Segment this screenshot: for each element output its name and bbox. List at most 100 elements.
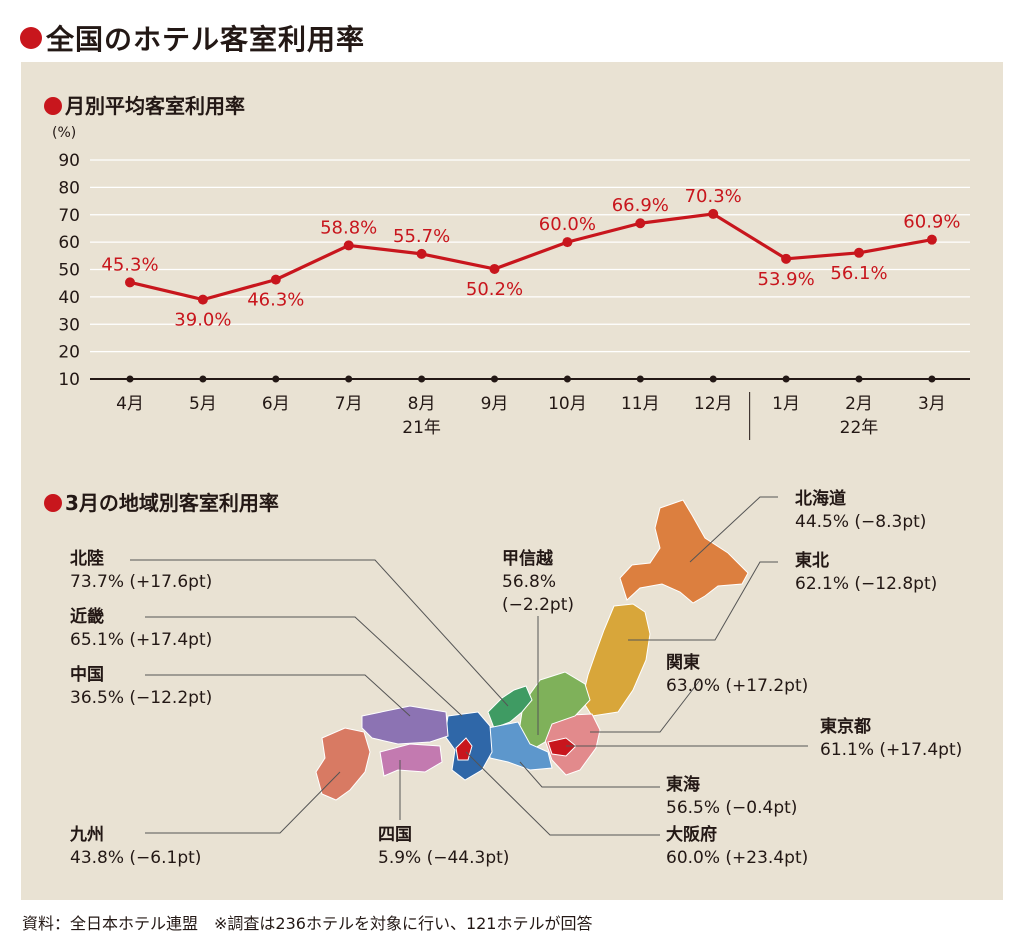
region-shape-tohoku — [581, 603, 651, 717]
region-name: 東海 — [666, 775, 700, 795]
region-label-chugoku: 中国 36.5% (−12.2pt) — [70, 664, 212, 710]
region-value-line: 62.1% (−12.8pt) — [795, 573, 937, 596]
data-point — [926, 234, 937, 245]
region-change: (−6.1pt) — [129, 848, 202, 868]
region-label-koshinetsu: 甲信越 56.8% (−2.2pt) — [502, 548, 574, 617]
region-shape-shikoku — [379, 743, 443, 777]
region-change: (+17.6pt) — [129, 572, 213, 592]
region-change: (−12.8pt) — [854, 574, 938, 594]
region-label-shikoku: 四国 5.9% (−44.3pt) — [378, 824, 509, 870]
region-change: (+23.4pt) — [725, 848, 809, 868]
x-tick-label: 9月 — [481, 394, 509, 414]
y-unit-label: (%) — [52, 125, 76, 141]
data-label: 58.8% — [320, 217, 377, 238]
y-tick-label: 60 — [58, 233, 80, 253]
region-value-line: 56.5% (−0.4pt) — [666, 797, 797, 820]
year-label: 21年 — [402, 418, 441, 438]
region-label-osaka: 大阪府 60.0% (+23.4pt) — [666, 824, 808, 870]
region-change: (−12.2pt) — [129, 688, 213, 708]
data-point — [343, 240, 354, 251]
region-value: 61.1% — [820, 740, 875, 760]
data-label: 70.3% — [685, 186, 742, 207]
x-axis-tick-dot — [272, 375, 280, 383]
region-value-line: 61.1% (+17.4pt) — [820, 739, 962, 762]
main-title-text: 全国のホテル客室利用率 — [46, 23, 366, 56]
region-value: 73.7% — [70, 572, 125, 592]
region-change: (+17.2pt) — [725, 676, 809, 696]
bullet-icon — [44, 493, 62, 512]
region-name: 東北 — [795, 551, 829, 571]
region-change: (−44.3pt) — [426, 848, 510, 868]
data-label: 53.9% — [758, 269, 815, 290]
region-shape-tokai — [487, 721, 553, 771]
region-name: 関東 — [666, 653, 700, 673]
region-label-hokuriku: 北陸 73.7% (+17.6pt) — [70, 548, 212, 594]
x-tick-label: 12月 — [694, 394, 733, 414]
region-value: 36.5% — [70, 688, 125, 708]
data-point — [270, 274, 281, 285]
region-value: 62.1% — [795, 574, 850, 594]
region-name: 九州 — [70, 825, 104, 845]
y-tick-label: 30 — [58, 315, 80, 335]
y-tick-label: 50 — [58, 261, 80, 281]
x-tick-label: 6月 — [262, 394, 290, 414]
region-value: 56.5% — [666, 798, 721, 818]
x-tick-label: 3月 — [918, 394, 946, 414]
region-change: (+17.4pt) — [879, 740, 963, 760]
series-line — [129, 212, 933, 302]
region-name: 北海道 — [795, 489, 846, 509]
region-value-line: 44.5% (−8.3pt) — [795, 511, 926, 534]
x-tick-label: 4月 — [116, 394, 144, 414]
y-tick-label: 10 — [58, 370, 80, 390]
leader-line-kanto — [590, 679, 701, 733]
leader-line-tokai — [519, 761, 660, 788]
region-name: 近畿 — [70, 607, 104, 627]
region-value-line: 65.1% (+17.4pt) — [70, 629, 212, 652]
x-axis-tick-dot — [418, 375, 426, 383]
region-label-tokai: 東海 56.5% (−0.4pt) — [666, 774, 797, 820]
data-label: 46.3% — [247, 290, 304, 311]
region-change: (−2.2pt) — [502, 595, 575, 615]
leader-line-tohoku — [628, 561, 778, 641]
region-value-line: 73.7% (+17.6pt) — [70, 571, 212, 594]
region-value: 63.0% — [666, 676, 721, 696]
region-name: 北陸 — [70, 549, 104, 569]
region-label-kanto: 関東 63.0% (+17.2pt) — [666, 652, 808, 698]
leader-line-kyushu — [145, 771, 341, 834]
region-value-line: 63.0% (+17.2pt) — [666, 675, 808, 698]
line-chart: (%) 10 20 30 40 50 60 70 80 90 4月 5月 6月 7月 8月 9月 10月 11月 1… — [52, 125, 970, 440]
x-tick-label: 1月 — [772, 394, 800, 414]
main-title: 全国のホテル客室利用率 — [20, 18, 365, 58]
x-axis-tick-dot — [199, 375, 207, 383]
region-change: (−0.4pt) — [725, 798, 798, 818]
leader-line-hokkaido — [689, 496, 778, 563]
region-value-line: 36.5% (−12.2pt) — [70, 687, 212, 710]
region-label-tohoku: 東北 62.1% (−12.8pt) — [795, 550, 937, 596]
year-label: 22年 — [840, 418, 879, 438]
region-name: 中国 — [70, 665, 104, 685]
data-label: 55.7% — [393, 226, 450, 247]
data-point — [489, 263, 500, 274]
leader-line-osaka — [465, 751, 660, 836]
region-label-tokyo: 東京都 61.1% (+17.4pt) — [820, 716, 962, 762]
x-tick-label: 5月 — [189, 394, 217, 414]
region-name: 大阪府 — [666, 825, 717, 845]
data-point — [635, 218, 646, 229]
data-label: 39.0% — [174, 310, 231, 331]
x-tick-label: 10月 — [548, 394, 587, 414]
x-axis-tick-dot — [855, 375, 863, 383]
data-label: 45.3% — [101, 254, 158, 275]
region-value: 65.1% — [70, 630, 125, 650]
data-label: 66.9% — [612, 195, 669, 216]
data-point — [125, 277, 135, 288]
line-chart-title: 月別平均客室利用率 — [44, 90, 245, 119]
leader-line-chugoku — [145, 674, 411, 717]
region-change: (−8.3pt) — [854, 512, 927, 532]
data-point — [416, 248, 427, 259]
data-point — [781, 253, 792, 264]
bullet-icon — [20, 27, 42, 49]
data-label: 50.2% — [466, 279, 523, 300]
x-axis-tick-dot — [563, 375, 571, 383]
leader-line-kinki — [145, 616, 463, 717]
